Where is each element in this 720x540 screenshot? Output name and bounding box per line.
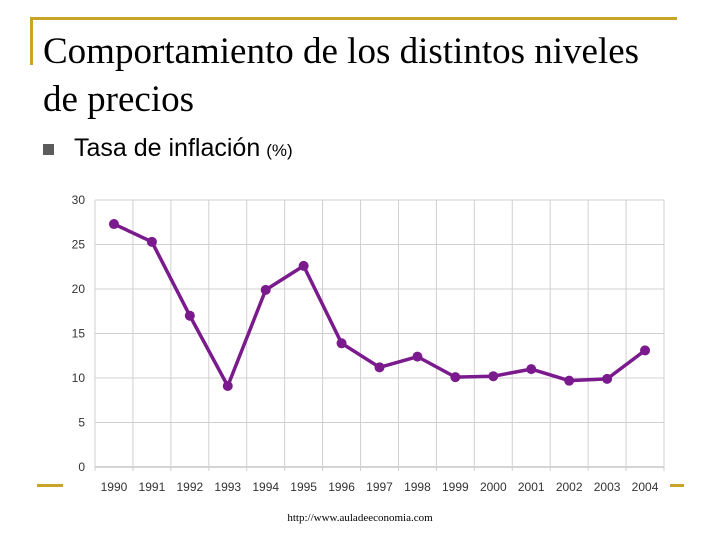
x-tick-label: 2002 [556,480,583,494]
x-tick-label: 1991 [139,480,166,494]
x-tick-label: 1990 [101,480,128,494]
point-layer [108,219,651,392]
data-point [412,351,423,362]
data-point [640,345,651,356]
y-tick-label: 10 [72,371,86,385]
y-tick-label: 20 [72,282,86,296]
x-tick-label: 2000 [480,480,507,494]
data-point [564,375,575,386]
x-tick-label: 2004 [632,480,659,494]
data-point [450,372,461,383]
data-point [602,373,613,384]
source-url: http://www.auladeeconomia.com [287,512,433,524]
data-point [146,236,157,247]
y-tick-label: 0 [78,460,85,474]
y-tick-label: 25 [72,238,86,252]
data-point [222,381,233,392]
data-point [298,260,309,271]
data-point [336,338,347,349]
frame-bottom-right-line [670,484,684,487]
data-point [260,284,271,295]
x-tick-label: 2003 [594,480,621,494]
axis-layer: 0 5 10 15 20 25 30 1990 1991 1992 1993 1994 1995 1996… [72,193,659,494]
frame-bottom-left-line [37,484,63,487]
grid-layer [94,199,665,471]
y-tick-label: 15 [72,327,86,341]
x-tick-label: 1993 [214,480,241,494]
square-bullet-icon [43,144,54,155]
x-tick-label: 2001 [518,480,545,494]
bullet-text: Tasa de inflación [74,134,261,162]
bullet-unit: (%) [266,141,293,160]
x-tick-label: 1996 [328,480,355,494]
y-tick-label: 30 [72,193,86,207]
data-point [374,362,385,373]
frame-top-line [30,17,677,20]
data-point [488,371,499,382]
frame-left-line [30,17,33,65]
x-tick-label: 1997 [366,480,393,494]
x-tick-label: 1999 [442,480,469,494]
series-line [113,222,647,388]
x-tick-label: 1995 [290,480,317,494]
x-tick-label: 1998 [404,480,431,494]
bullet-item: Tasa de inflación (%) [43,134,293,163]
data-point [526,364,537,375]
data-point [108,219,119,230]
x-tick-label: 1994 [252,480,279,494]
y-tick-label: 5 [78,416,85,430]
line-layer [113,222,647,388]
data-point [184,310,195,321]
slide-title: Comportamiento de los distintos niveles … [43,31,640,120]
x-tick-label: 1992 [176,480,203,494]
